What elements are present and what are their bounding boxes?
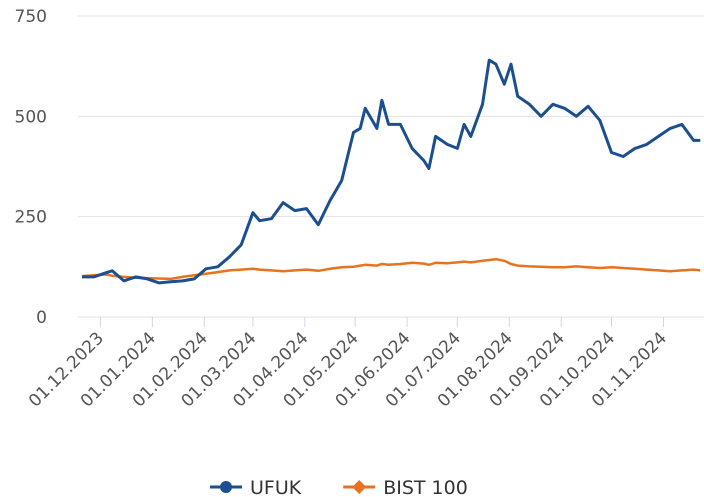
legend-label: UFUK (250, 477, 302, 497)
y-tick-label: 500 (15, 107, 47, 127)
legend-item: UFUK (210, 477, 302, 497)
legend-item: BIST 100 (343, 477, 468, 497)
y-tick-label: 0 (36, 308, 47, 328)
y-tick-label: 750 (15, 7, 47, 27)
legend-label: BIST 100 (383, 477, 468, 497)
series-line (82, 58, 701, 285)
legend-marker (220, 481, 232, 493)
y-tick-label: 250 (15, 208, 47, 228)
legend-marker (352, 480, 367, 494)
series-line (81, 257, 701, 281)
